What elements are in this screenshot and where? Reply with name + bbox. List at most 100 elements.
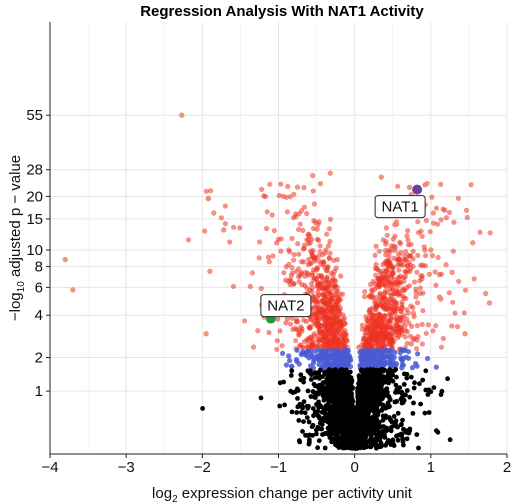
point-nonsig	[395, 437, 401, 443]
point-sig	[289, 235, 295, 242]
point-nonsig	[316, 438, 322, 444]
point-sig	[417, 285, 423, 291]
y-axis-label-pre: −log	[7, 292, 24, 321]
point-sig	[250, 344, 257, 350]
x-tick-label: −2	[194, 459, 211, 476]
point-sig	[430, 328, 436, 334]
point-sig	[410, 305, 416, 311]
point-sig	[362, 294, 368, 300]
point-sig	[301, 204, 307, 210]
point-mid	[283, 362, 290, 368]
point-sig	[283, 264, 289, 270]
point-sig	[288, 273, 294, 279]
point-mid	[294, 347, 300, 353]
point-sig	[290, 326, 296, 332]
point-mid	[399, 365, 405, 371]
point-sig	[315, 339, 321, 345]
point-outlier	[218, 215, 225, 221]
point-nonsig	[297, 439, 303, 445]
point-sig	[326, 226, 333, 232]
point-mid	[280, 350, 286, 356]
point-sig	[313, 267, 319, 273]
point-nonsig	[316, 385, 322, 391]
point-sig	[287, 321, 294, 327]
point-sig	[449, 323, 455, 329]
point-nonsig	[308, 377, 314, 382]
point-sig	[402, 334, 408, 340]
point-mid	[289, 364, 295, 370]
point-nonsig	[390, 378, 396, 384]
point-sig	[410, 256, 416, 262]
point-mid	[298, 351, 304, 357]
y-tick-label: 20	[26, 188, 43, 205]
label-box-nat1	[374, 195, 426, 219]
point-sig	[256, 255, 262, 261]
point-sig	[276, 192, 282, 199]
point-sig	[463, 207, 470, 213]
point-nonsig	[315, 445, 320, 451]
point-sig	[422, 263, 429, 269]
point-sig	[387, 249, 393, 255]
point-sig	[442, 207, 448, 213]
point-sig	[430, 210, 436, 216]
point-sig	[383, 284, 389, 290]
point-sig	[450, 299, 456, 305]
point-outlier	[205, 195, 212, 202]
point-nonsig	[294, 410, 300, 415]
point-nonsig	[422, 410, 428, 416]
point-sig	[287, 282, 293, 288]
point-sig	[403, 295, 409, 302]
point-sig	[338, 273, 344, 279]
x-tick-label: −1	[270, 459, 287, 476]
point-sig	[231, 224, 237, 230]
point-nonsig	[313, 375, 318, 380]
point-sig	[471, 276, 477, 282]
point-outlier	[486, 300, 493, 306]
point-sig	[405, 310, 411, 316]
point-sig	[394, 257, 401, 263]
point-sig	[464, 214, 470, 221]
point-sig	[274, 338, 280, 344]
point-nonsig	[382, 435, 388, 440]
point-sig	[414, 337, 420, 343]
point-sig	[417, 290, 423, 297]
point-sig	[396, 267, 402, 273]
point-sig	[300, 246, 306, 252]
point-sig	[283, 194, 289, 200]
point-sig	[414, 300, 421, 306]
point-sig	[278, 181, 284, 187]
point-sig	[429, 194, 435, 200]
point-sig	[376, 248, 382, 254]
point-sig	[296, 251, 302, 257]
point-sig	[454, 324, 461, 330]
point-nonsig	[321, 397, 327, 403]
point-sig	[284, 209, 290, 215]
point-nonsig	[305, 433, 310, 438]
y-tick-label: 1	[35, 383, 43, 400]
point-sig	[423, 253, 429, 259]
point-outlier	[424, 180, 430, 187]
point-nonsig	[305, 388, 311, 394]
point-nonsig	[319, 422, 325, 427]
point-mid	[296, 361, 302, 367]
point-sig	[327, 216, 334, 222]
axes: −4 −3 −2 −1 0 1 2 1 2 4 6 810 15 20 28 55	[26, 22, 511, 476]
point-nonsig	[388, 428, 394, 434]
point-nonsig	[282, 402, 287, 408]
point-sig	[413, 294, 419, 300]
point-sig	[258, 285, 264, 292]
point-outlier	[220, 227, 227, 233]
point-nonsig	[322, 445, 328, 451]
x-tick-label: 1	[427, 459, 435, 476]
point-sig	[296, 226, 302, 233]
point-nonsig	[311, 413, 316, 419]
point-sig	[373, 243, 379, 249]
point-sig	[400, 262, 406, 268]
point-sig	[417, 278, 423, 284]
point-nonsig	[404, 371, 410, 377]
point-nonsig	[418, 401, 423, 407]
point-sig	[330, 272, 336, 278]
point-nonsig	[306, 419, 312, 425]
point-nonsig	[389, 424, 394, 430]
point-sig	[403, 269, 409, 276]
